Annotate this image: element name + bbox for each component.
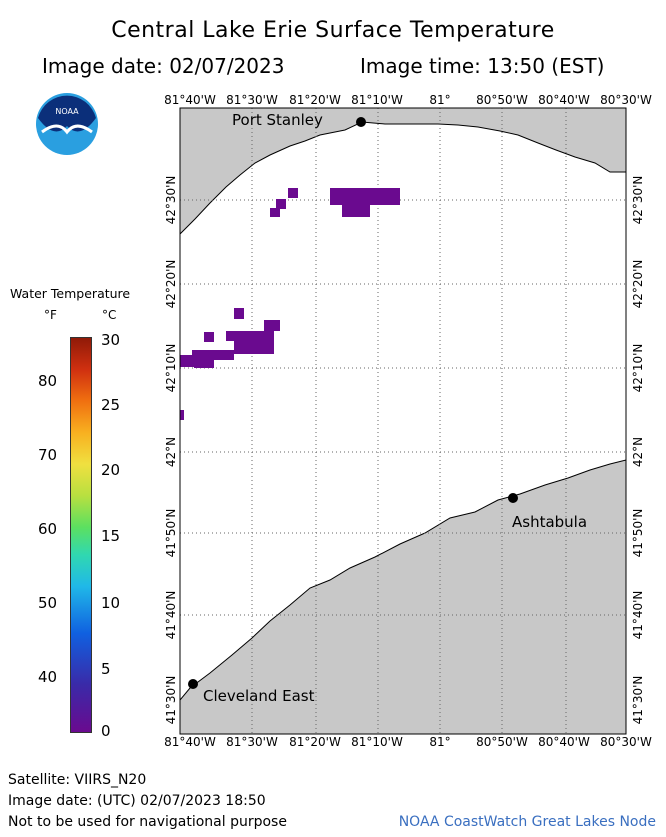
lon-label-top: 80°30'W <box>600 93 652 107</box>
lon-label-bottom: 80°40'W <box>538 735 590 749</box>
graticule <box>180 108 626 734</box>
lon-label-top: 81°40'W <box>164 93 216 107</box>
lat-label-left: 42°N <box>164 437 178 467</box>
lat-label-left: 42°10'N <box>164 344 178 393</box>
lake-map: NOAA Port St <box>36 93 652 749</box>
lat-label-right: 41°50'N <box>631 509 645 558</box>
map-frame <box>179 107 627 735</box>
footer-disclaimer: Not to be used for navigational purpose <box>8 814 287 830</box>
lon-label-bottom: 81°40'W <box>164 735 216 749</box>
lat-label-right: 42°N <box>631 437 645 467</box>
legend-unit-c: °C <box>102 308 117 322</box>
north-shore-land <box>179 107 627 236</box>
temperature-colorbar <box>70 337 92 733</box>
lat-label-right: 41°40'N <box>631 591 645 640</box>
footer-credit: NOAA CoastWatch Great Lakes Node <box>398 814 656 830</box>
lon-label-bottom: 80°30'W <box>600 735 652 749</box>
footer-satellite: Satellite: VIIRS_N20 <box>8 772 147 788</box>
legend-c-label: 25 <box>101 396 121 414</box>
lon-label-bottom: 81° <box>429 735 450 749</box>
city-label-port-stanley: Port Stanley <box>232 111 323 129</box>
legend-c-label: 30 <box>101 331 121 349</box>
ashtabula-marker <box>508 493 518 503</box>
legend-f-label: 70 <box>38 446 58 464</box>
lat-label-right: 42°10'N <box>631 344 645 393</box>
lat-label-right: 42°30'N <box>631 176 645 225</box>
legend-title: Water Temperature <box>10 286 131 301</box>
lat-label-right: 41°30'N <box>631 676 645 725</box>
legend-f-label: 60 <box>38 520 58 538</box>
image-time: Image time: 13:50 (EST) <box>360 54 605 78</box>
lon-label-top: 81° <box>429 93 450 107</box>
lon-label-bottom: 81°10'W <box>351 735 403 749</box>
city-label-ashtabula: Ashtabula <box>512 513 587 531</box>
lat-label-right: 42°20'N <box>631 260 645 309</box>
lat-label-left: 42°30'N <box>164 176 178 225</box>
lat-label-left: 42°20'N <box>164 260 178 309</box>
legend-c-label: 15 <box>101 527 121 545</box>
port-stanley-marker <box>356 117 366 127</box>
lon-label-top: 80°40'W <box>538 93 590 107</box>
cleveland-east-marker <box>188 679 198 689</box>
legend-c-label: 0 <box>101 722 111 740</box>
logo-text: NOAA <box>55 107 79 116</box>
lon-label-bottom: 81°30'W <box>226 735 278 749</box>
south-shore-land <box>179 459 627 735</box>
lon-label-top: 81°30'W <box>226 93 278 107</box>
legend-f-label: 40 <box>38 668 58 686</box>
image-date: Image date: 02/07/2023 <box>42 54 285 78</box>
legend-unit-f: °F <box>44 308 57 322</box>
legend-c-label: 10 <box>101 594 121 612</box>
lat-label-left: 41°40'N <box>164 591 178 640</box>
city-label-cleveland-east: Cleveland East <box>203 687 315 705</box>
legend-c-label: 20 <box>101 461 121 479</box>
noaa-logo: NOAA <box>36 93 98 155</box>
temperature-pixels <box>180 188 400 420</box>
lon-label-top: 81°20'W <box>289 93 341 107</box>
lat-label-left: 41°30'N <box>164 676 178 725</box>
lat-label-left: 41°50'N <box>164 509 178 558</box>
lon-label-bottom: 81°20'W <box>289 735 341 749</box>
legend-f-label: 80 <box>38 372 58 390</box>
legend-f-label: 50 <box>38 594 58 612</box>
lon-label-top: 81°10'W <box>351 93 403 107</box>
lon-label-top: 80°50'W <box>476 93 528 107</box>
legend-c-label: 5 <box>101 660 111 678</box>
page-title: Central Lake Erie Surface Temperature <box>111 18 555 43</box>
lon-label-bottom: 80°50'W <box>476 735 528 749</box>
footer-utc-date: Image date: (UTC) 02/07/2023 18:50 <box>8 793 266 809</box>
